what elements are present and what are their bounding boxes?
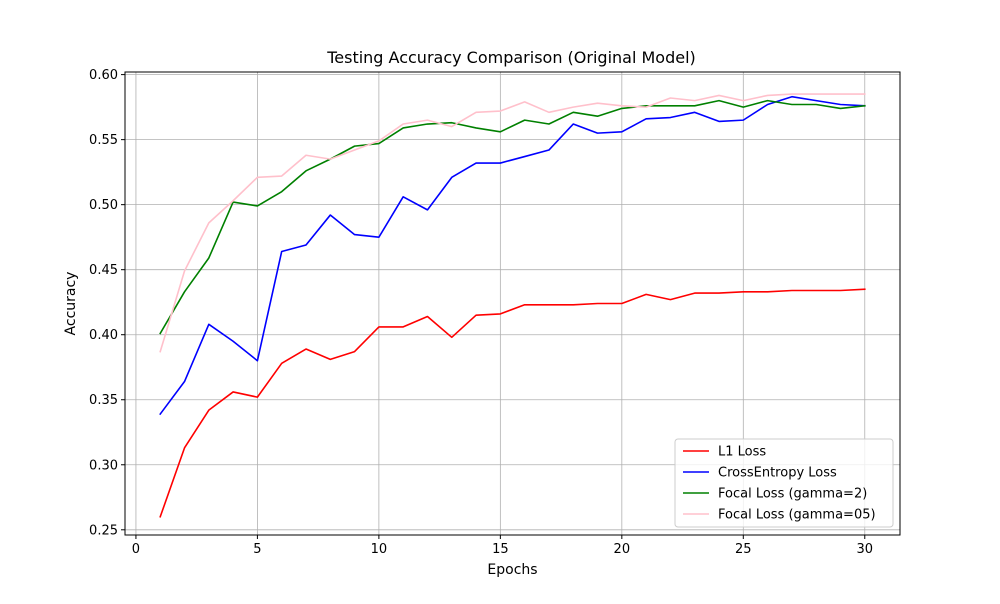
x-tick-label: 0 <box>132 542 140 557</box>
x-tick-label: 10 <box>371 542 388 557</box>
axis-ticks: 0 5 10 15 20 25 30 0.25 0.30 0.35 0.40 0.45 0.50 0.55… <box>89 68 873 557</box>
y-tick-label: 0.25 <box>89 523 118 538</box>
x-tick-label: 20 <box>614 542 631 557</box>
legend-label: Focal Loss (gamma=05) <box>718 508 876 523</box>
y-tick-label: 0.40 <box>89 328 118 343</box>
x-axis-label: Epochs <box>487 562 537 578</box>
series-line-3 <box>159 99 866 335</box>
y-tick-label: 0.55 <box>89 133 118 148</box>
y-tick-label: 0.60 <box>89 68 118 83</box>
chart-title: Testing Accuracy Comparison (Original Mo… <box>326 48 696 67</box>
y-tick-label: 0.50 <box>89 198 118 213</box>
series-lines <box>159 93 866 518</box>
series-line-4 <box>159 93 866 353</box>
legend-box <box>674 438 894 528</box>
grid-lines <box>125 72 900 535</box>
legend-label: L1 Loss <box>718 445 766 460</box>
y-tick-label: 0.35 <box>89 393 118 408</box>
plot-frame <box>124 71 901 536</box>
series-line-2 <box>159 95 866 416</box>
legend: L1 Loss CrossEntropy Loss Focal Loss (gamm… <box>674 438 894 528</box>
series-line-1 <box>159 288 866 518</box>
x-tick-label: 5 <box>253 542 261 557</box>
x-tick-label: 15 <box>492 542 509 557</box>
legend-label: CrossEntropy Loss <box>718 466 837 481</box>
y-tick-label: 0.30 <box>89 458 118 473</box>
y-axis-label: Accuracy <box>63 272 79 336</box>
legend-label: Focal Loss (gamma=2) <box>718 487 867 502</box>
x-tick-label: 25 <box>735 542 752 557</box>
x-tick-label: 30 <box>856 542 873 557</box>
y-tick-label: 0.45 <box>89 263 118 278</box>
